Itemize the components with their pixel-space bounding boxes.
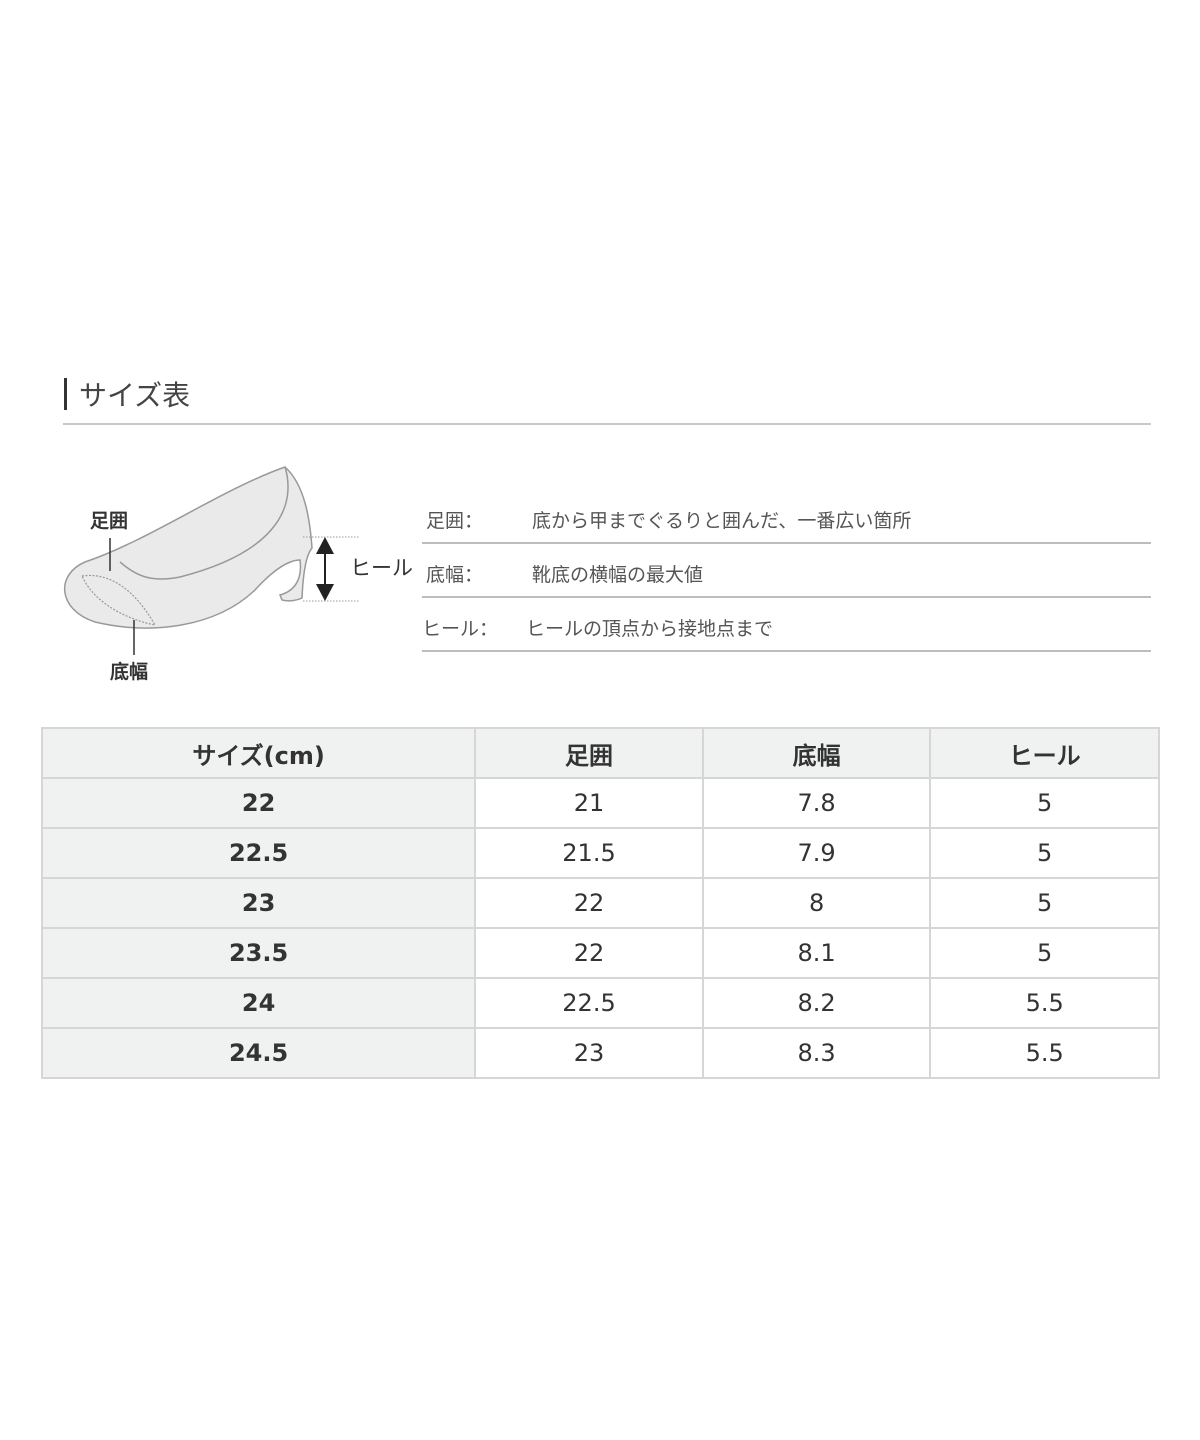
definitions-list: 足囲： 底から甲までぐるりと囲んだ、一番広い箇所 底幅： 靴底の横幅の最大値 ヒ… [422, 490, 1151, 652]
cell-size: 23 [40, 877, 477, 929]
table-row: 24.5 23 8.3 5.5 [40, 1027, 1160, 1079]
header-girth: 足囲 [474, 727, 704, 779]
cell-girth: 22.5 [474, 977, 704, 1029]
page-title: サイズ表 [64, 374, 190, 414]
definition-term: ヒール： [422, 617, 499, 640]
table-row: 23.5 22 8.1 5 [40, 927, 1160, 979]
cell-width: 8.2 [701, 977, 932, 1029]
cell-heel: 5 [929, 827, 1160, 879]
cell-girth: 22 [474, 877, 704, 929]
cell-girth: 21.5 [474, 827, 704, 879]
table-row: 22 21 7.8 5 [40, 777, 1160, 829]
definition-desc: 底から甲までぐるりと囲んだ、一番広い箇所 [532, 509, 912, 532]
cell-heel: 5.5 [929, 1027, 1160, 1079]
size-table: サイズ(cm) 足囲 底幅 ヒール 22 21 7.8 5 22.5 21.5 7.9 5 23… [40, 727, 1160, 1079]
definition-row: 底幅： 靴底の横幅の最大値 [422, 544, 1151, 598]
cell-size: 22 [40, 777, 477, 829]
cell-width: 8.1 [701, 927, 932, 979]
cell-width: 7.8 [701, 777, 932, 829]
shoe-diagram-icon: 足囲 底幅 ヒール [63, 466, 413, 683]
header-size: サイズ(cm) [40, 727, 477, 779]
table-row: 24 22.5 8.2 5.5 [40, 977, 1160, 1029]
label-heel: ヒール [350, 556, 413, 580]
table-header-row: サイズ(cm) 足囲 底幅 ヒール [40, 727, 1160, 779]
label-width: 底幅 [110, 660, 148, 683]
title-divider [63, 423, 1151, 425]
cell-girth: 22 [474, 927, 704, 979]
definition-term: 足囲： [426, 509, 484, 532]
table-row: 22.5 21.5 7.9 5 [40, 827, 1160, 879]
definition-desc: ヒールの頂点から接地点まで [526, 617, 774, 640]
header-heel: ヒール [929, 727, 1160, 779]
cell-girth: 23 [474, 1027, 704, 1079]
cell-width: 7.9 [701, 827, 932, 879]
cell-width: 8.3 [701, 1027, 932, 1079]
cell-size: 24.5 [40, 1027, 477, 1079]
header-width: 底幅 [701, 727, 932, 779]
cell-size: 23.5 [40, 927, 477, 979]
table-row: 23 22 8 5 [40, 877, 1160, 929]
definition-row: ヒール： ヒールの頂点から接地点まで [422, 598, 1151, 652]
label-girth: 足囲 [90, 510, 128, 532]
title-bar [64, 378, 67, 410]
cell-width: 8 [701, 877, 932, 929]
cell-heel: 5 [929, 877, 1160, 929]
cell-girth: 21 [474, 777, 704, 829]
definition-row: 足囲： 底から甲までぐるりと囲んだ、一番広い箇所 [422, 490, 1151, 544]
definition-desc: 靴底の横幅の最大値 [532, 563, 704, 586]
title-text: サイズ表 [79, 379, 191, 412]
cell-heel: 5.5 [929, 977, 1160, 1029]
cell-heel: 5 [929, 927, 1160, 979]
definition-term: 底幅： [426, 563, 484, 586]
cell-size: 22.5 [40, 827, 477, 879]
cell-heel: 5 [929, 777, 1160, 829]
cell-size: 24 [40, 977, 477, 1029]
